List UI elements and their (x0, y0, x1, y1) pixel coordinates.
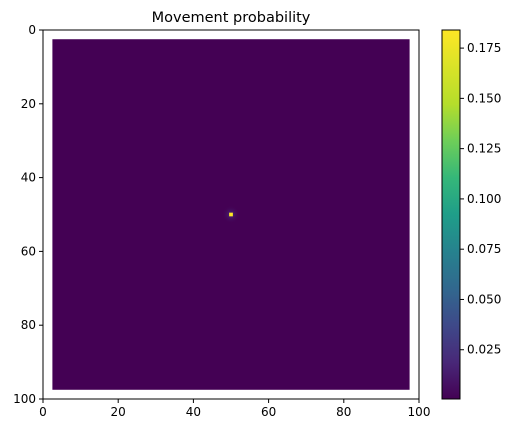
x-axis: 0 20 40 60 80 100 (39, 399, 430, 419)
x-tick-label: 20 (111, 405, 126, 419)
chart-title: Movement probability (152, 10, 311, 26)
y-tick-label: 20 (21, 97, 36, 111)
x-tick-label: 80 (336, 405, 351, 419)
colorbar-tick-label: 0.075 (467, 242, 501, 256)
plot-border (42, 29, 420, 400)
x-tick-label: 100 (408, 405, 431, 419)
colorbar-tick-label: 0.150 (467, 91, 501, 105)
y-axis: 0 20 40 60 80 100 (13, 23, 43, 406)
x-tick-label: 0 (39, 405, 47, 419)
colorbar-tick-label: 0.125 (467, 142, 501, 156)
colorbar-tick-label: 0.050 (467, 292, 501, 306)
colorbar (441, 29, 461, 400)
x-tick-label: 40 (186, 405, 201, 419)
colorbar-tick-label: 0.025 (467, 343, 501, 357)
y-tick-label: 80 (21, 318, 36, 332)
y-tick-label: 0 (28, 23, 36, 37)
colorbar-axis: 0.025 0.050 0.075 0.100 0.125 0.150 0.175 (460, 41, 501, 357)
y-tick-label: 60 (21, 244, 36, 258)
x-tick-label: 60 (261, 405, 276, 419)
y-tick-label: 40 (21, 171, 36, 185)
colorbar-tick-label: 0.100 (467, 192, 501, 206)
colorbar-tick-label: 0.175 (467, 41, 501, 55)
heatmap-layer (52, 39, 410, 390)
y-tick-label: 100 (13, 392, 36, 406)
heatmap-peak-cell (229, 212, 233, 217)
